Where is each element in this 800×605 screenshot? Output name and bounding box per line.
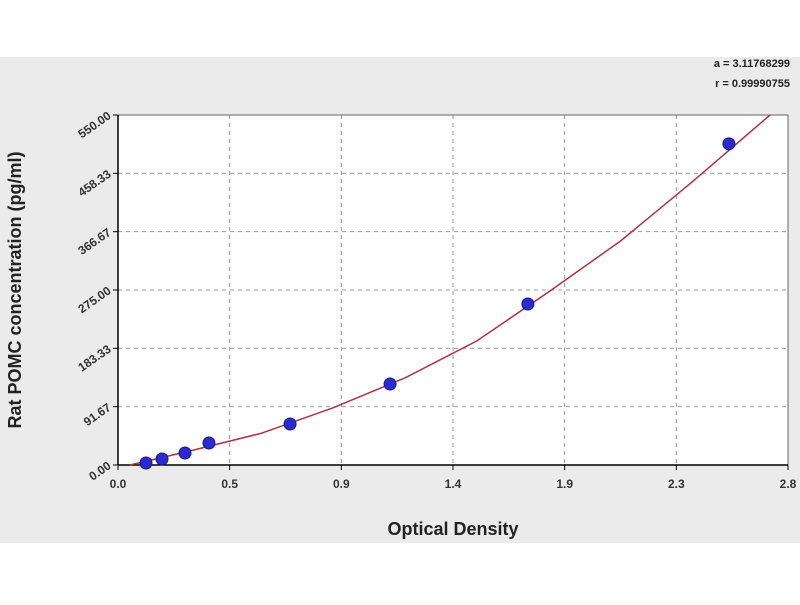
- annotation: a = 3.11768299: [714, 58, 790, 70]
- data-point: [139, 456, 153, 470]
- annotation: r = 0.99990755: [715, 78, 790, 90]
- data-point: [283, 417, 297, 431]
- x-tick-label: 2.3: [668, 477, 685, 491]
- x-tick-label: 2.8: [780, 477, 797, 491]
- data-point: [722, 137, 736, 151]
- data-point: [383, 377, 397, 391]
- data-point: [202, 436, 216, 450]
- x-tick-label: 1.9: [556, 477, 573, 491]
- data-point: [521, 297, 535, 311]
- x-tick-label: 0.0: [110, 477, 127, 491]
- x-tick-label: 0.5: [221, 477, 238, 491]
- y-axis-title: Rat POMC concentration (pg/ml): [5, 151, 25, 428]
- data-point: [178, 446, 192, 460]
- x-tick-label: 1.4: [445, 477, 462, 491]
- data-point: [155, 452, 169, 466]
- x-axis-title: Optical Density: [387, 519, 518, 539]
- fit-curve: [129, 114, 771, 466]
- x-tick-label: 0.9: [333, 477, 350, 491]
